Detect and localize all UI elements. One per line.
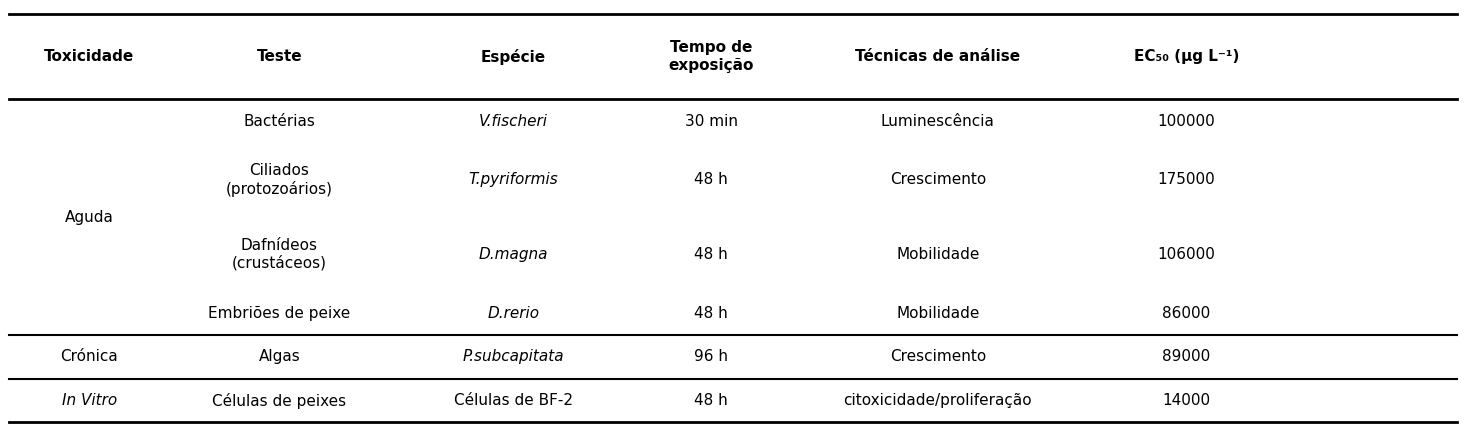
Text: Ciliados
(protozoários): Ciliados (protozoários) [226,163,333,197]
Text: Teste: Teste [257,49,302,64]
Text: Crescimento: Crescimento [890,172,987,187]
Text: Células de peixes: Células de peixes [213,392,346,408]
Text: Crescimento: Crescimento [890,349,987,364]
Text: 175000: 175000 [1158,172,1215,187]
Text: 89000: 89000 [1163,349,1211,364]
Text: Crónica: Crónica [60,349,119,364]
Text: V.fischeri: V.fischeri [479,113,548,128]
Text: EC₅₀ (µg L⁻¹): EC₅₀ (µg L⁻¹) [1133,49,1239,64]
Text: T.pyriformis: T.pyriformis [469,172,559,187]
Text: 86000: 86000 [1163,306,1211,321]
Text: 30 min: 30 min [685,113,737,128]
Text: D.rerio: D.rerio [488,306,539,321]
Text: Bactérias: Bactérias [243,113,315,128]
Text: Algas: Algas [258,349,301,364]
Text: 48 h: 48 h [695,393,729,408]
Text: 48 h: 48 h [695,247,729,262]
Text: 100000: 100000 [1158,113,1215,128]
Text: Aguda: Aguda [65,210,114,225]
Text: Tempo de
exposição: Tempo de exposição [668,41,754,73]
Text: Espécie: Espécie [481,49,545,65]
Text: 48 h: 48 h [695,172,729,187]
Text: citoxicidade/proliferação: citoxicidade/proliferação [843,393,1032,408]
Text: 14000: 14000 [1163,393,1211,408]
Text: Dafnídeos
(crustáceos): Dafnídeos (crustáceos) [232,238,327,271]
Text: In Vitro: In Vitro [62,393,117,408]
Text: 106000: 106000 [1158,247,1215,262]
Text: D.magna: D.magna [479,247,548,262]
Text: Embriões de peixe: Embriões de peixe [208,306,350,321]
Text: Toxicidade: Toxicidade [44,49,135,64]
Text: 96 h: 96 h [693,349,729,364]
Text: Luminescência: Luminescência [881,113,995,128]
Text: P.subcapitata: P.subcapitata [463,349,564,364]
Text: 48 h: 48 h [695,306,729,321]
Text: Mobilidade: Mobilidade [896,247,979,262]
Text: Técnicas de análise: Técnicas de análise [855,49,1020,64]
Text: Células de BF-2: Células de BF-2 [454,393,573,408]
Text: Mobilidade: Mobilidade [896,306,979,321]
